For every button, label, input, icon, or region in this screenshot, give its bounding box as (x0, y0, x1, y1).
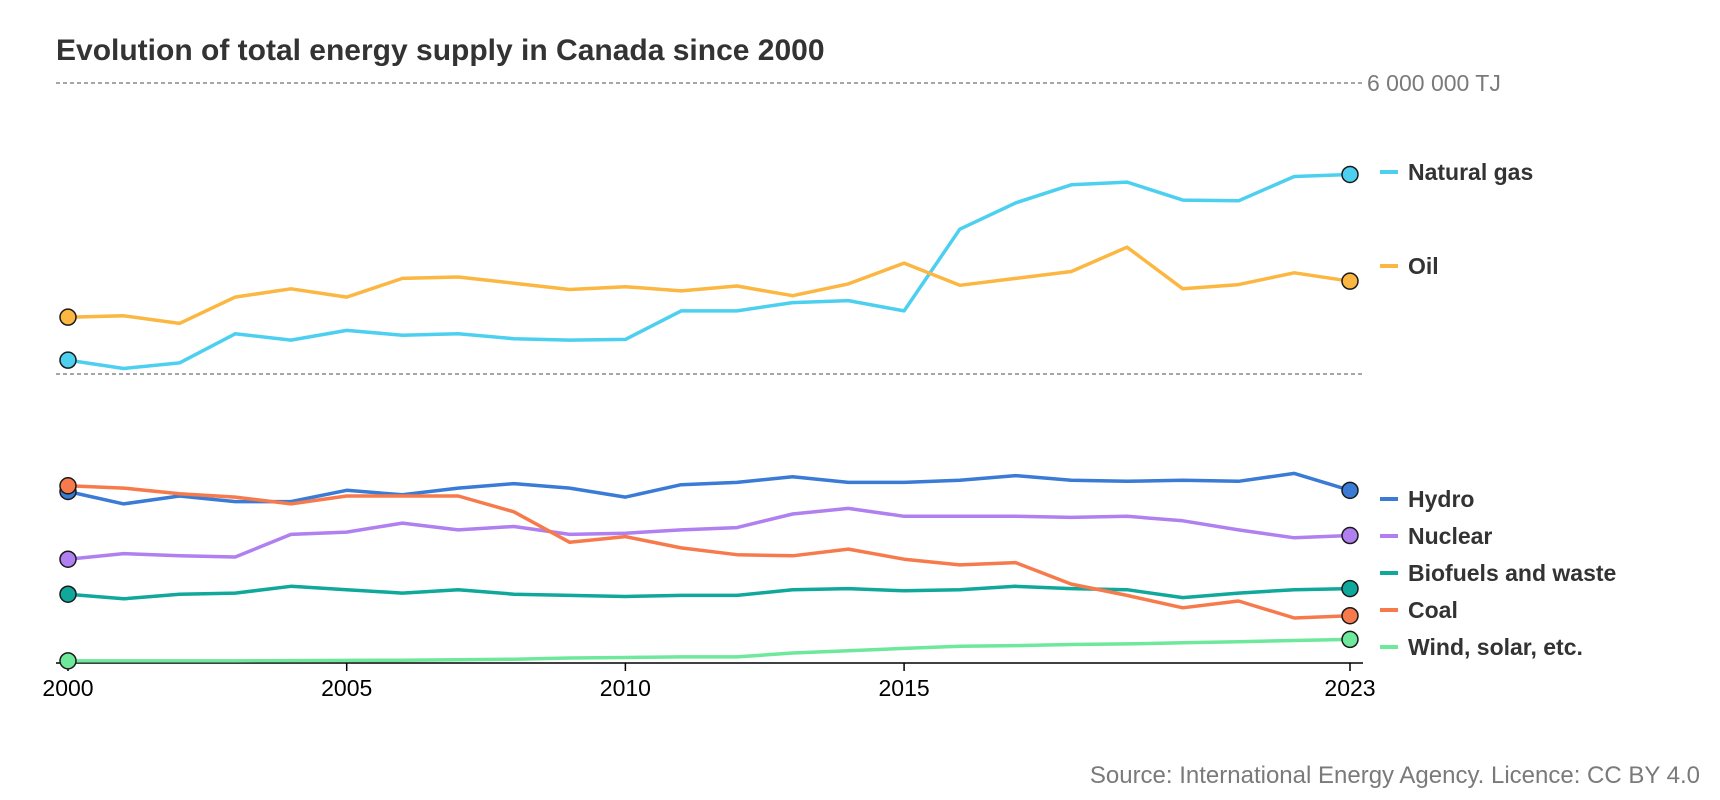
point-end-coal (1341, 606, 1359, 625)
point-start-natural-gas (59, 351, 77, 369)
legend-label-nuclear: Nuclear (1408, 523, 1492, 549)
reference-label: 6 000 000 TJ (1367, 70, 1501, 96)
point-end-nuclear (1341, 526, 1359, 545)
point-start-oil (59, 308, 77, 326)
point-start-coal (59, 477, 77, 495)
point-end-natural-gas (1341, 165, 1359, 184)
point-start-biofuels-and-waste (59, 585, 77, 603)
chart-title: Evolution of total energy supply in Cana… (56, 34, 825, 67)
legend: Natural gas Oil Hydro Nuclear Biofuels and w… (1380, 159, 1616, 660)
series-line-natural-gas (66, 172, 1352, 371)
x-axis: 2000 2005 2010 2015 2023 (42, 662, 1376, 701)
series-line-coal (66, 484, 1352, 620)
source-note: Source: International Energy Agency. Lic… (1089, 762, 1700, 789)
point-start-nuclear (59, 550, 77, 568)
series-line-oil (66, 245, 1352, 326)
reference-lines: 6 000 000 TJ (56, 70, 1501, 375)
point-end-biofuels-and-waste (1341, 579, 1359, 598)
point-end-oil (1341, 272, 1359, 290)
series-line-biofuels-and-waste (66, 584, 1352, 601)
legend-label-coal: Coal (1408, 597, 1458, 623)
legend-label-oil: Oil (1408, 253, 1439, 279)
point-end-hydro (1341, 481, 1359, 500)
series-line-wind-solar-etc (66, 637, 1352, 663)
point-end-wind-solar-etc (1341, 630, 1359, 649)
end-markers (59, 165, 1359, 670)
x-tick-label-2005: 2005 (321, 675, 372, 701)
x-tick-label-2015: 2015 (879, 675, 930, 701)
x-tick-label-2000: 2000 (42, 675, 93, 701)
series-lines (66, 172, 1352, 663)
legend-label-biofuels-and-waste: Biofuels and waste (1408, 560, 1616, 586)
x-tick-label-2010: 2010 (600, 675, 651, 701)
legend-label-hydro: Hydro (1408, 486, 1474, 512)
point-start-wind-solar-etc (59, 652, 77, 670)
legend-label-wind-solar-etc: Wind, solar, etc. (1408, 634, 1583, 660)
legend-label-natural-gas: Natural gas (1408, 159, 1533, 185)
series-line-nuclear (66, 506, 1352, 561)
x-tick-label-2023: 2023 (1324, 675, 1375, 701)
